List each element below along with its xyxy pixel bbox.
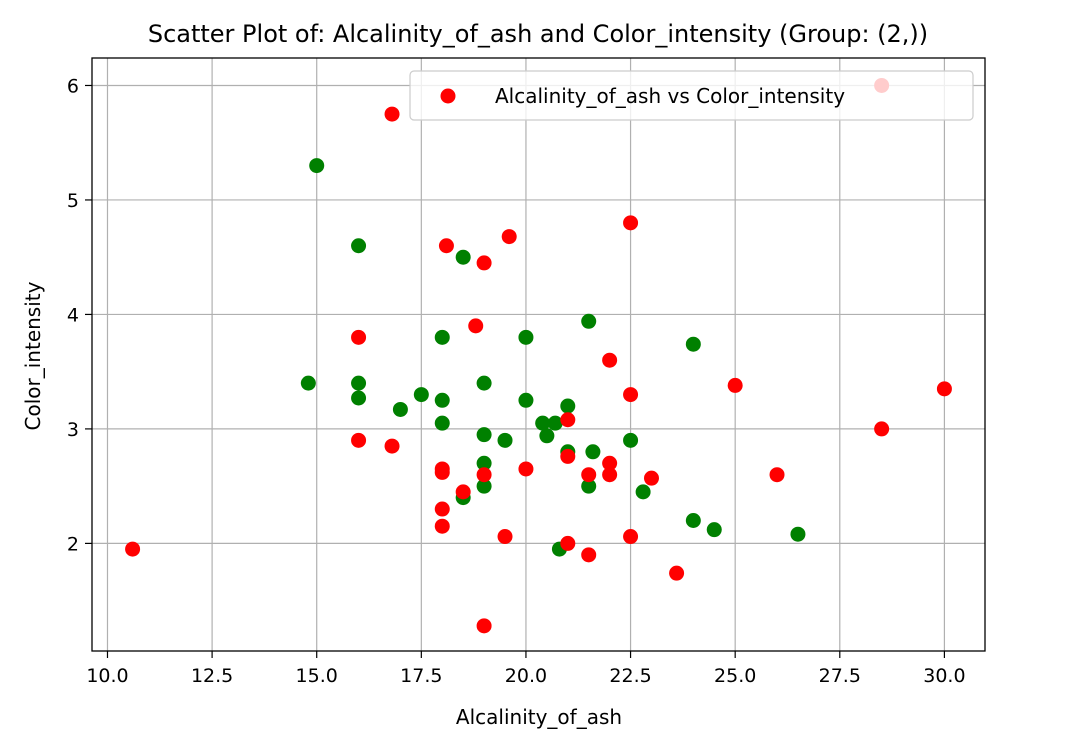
legend: Alcalinity_of_ash vs Color_intensity — [409, 70, 974, 121]
data-point — [623, 387, 639, 403]
x-tick-label: 27.5 — [819, 665, 861, 687]
data-point — [309, 158, 325, 174]
data-point — [476, 618, 492, 634]
data-point — [623, 432, 639, 448]
data-point — [434, 329, 450, 345]
data-point — [685, 336, 701, 352]
x-tick-label: 10.0 — [86, 665, 128, 687]
data-point — [581, 313, 597, 329]
data-point — [476, 375, 492, 391]
data-point — [623, 215, 639, 231]
y-axis-label: Color_intensity — [21, 281, 45, 430]
data-point — [300, 375, 316, 391]
data-point — [560, 398, 576, 414]
data-point — [539, 428, 555, 444]
data-point — [874, 421, 890, 437]
data-point — [476, 427, 492, 443]
data-point — [769, 467, 785, 483]
data-point — [602, 467, 618, 483]
x-tick-label: 17.5 — [400, 665, 442, 687]
plot-frame — [91, 57, 986, 652]
data-point — [392, 401, 408, 417]
legend-box — [409, 70, 974, 121]
data-point — [560, 448, 576, 464]
data-point — [623, 529, 639, 545]
data-point — [351, 390, 367, 406]
data-point — [581, 467, 597, 483]
data-point — [434, 501, 450, 517]
data-point — [351, 375, 367, 391]
data-point — [497, 529, 513, 545]
data-point — [643, 470, 659, 486]
data-point — [585, 444, 601, 460]
x-axis-label: Alcalinity_of_ash — [456, 705, 622, 729]
y-tick-label: 3 — [67, 419, 79, 441]
data-point — [685, 512, 701, 528]
data-point — [434, 415, 450, 431]
x-tick-label: 20.0 — [505, 665, 547, 687]
data-point — [434, 518, 450, 534]
data-point — [468, 318, 484, 334]
data-point — [413, 387, 429, 403]
data-point — [438, 238, 454, 254]
data-point — [669, 565, 685, 581]
data-point — [476, 467, 492, 483]
y-tick-label: 6 — [67, 75, 79, 97]
data-point — [476, 255, 492, 271]
data-point — [635, 484, 651, 500]
data-point — [706, 522, 722, 538]
legend-marker — [440, 88, 456, 104]
data-point — [351, 329, 367, 345]
data-point — [455, 249, 471, 265]
data-point — [351, 238, 367, 254]
data-point — [602, 455, 618, 471]
data-point — [560, 412, 576, 428]
x-tick-label: 15.0 — [296, 665, 338, 687]
data-point — [518, 392, 534, 408]
axis-ticks: 10.0 12.5 15.0 17.5 20.0 22.5 25.0 27.5 30.0 2 3 4 5… — [67, 75, 966, 687]
data-points — [125, 77, 952, 634]
data-point — [602, 352, 618, 368]
data-point — [384, 106, 400, 122]
data-point — [727, 377, 743, 393]
data-point — [434, 464, 450, 480]
chart-title: Scatter Plot of: Alcalinity_of_ash and C… — [148, 20, 928, 48]
x-tick-label: 12.5 — [191, 665, 233, 687]
x-tick-label: 30.0 — [923, 665, 965, 687]
data-point — [351, 432, 367, 448]
data-point — [476, 455, 492, 471]
y-tick-label: 2 — [67, 533, 79, 555]
data-point — [581, 547, 597, 563]
data-point — [518, 461, 534, 477]
data-point — [581, 478, 597, 494]
legend-label: Alcalinity_of_ash vs Color_intensity — [495, 84, 845, 108]
data-point — [501, 229, 517, 245]
data-point — [518, 329, 534, 345]
data-point — [790, 526, 806, 542]
data-point — [434, 392, 450, 408]
data-point — [455, 484, 471, 500]
data-point — [560, 535, 576, 551]
data-point — [547, 415, 563, 431]
x-tick-label: 25.0 — [714, 665, 756, 687]
y-tick-label: 5 — [67, 190, 79, 212]
data-point — [476, 478, 492, 494]
data-point — [125, 541, 141, 557]
data-point — [936, 381, 952, 397]
y-tick-label: 4 — [67, 304, 79, 326]
data-point — [384, 438, 400, 454]
x-tick-label: 22.5 — [609, 665, 651, 687]
data-point — [497, 432, 513, 448]
data-point — [535, 415, 551, 431]
